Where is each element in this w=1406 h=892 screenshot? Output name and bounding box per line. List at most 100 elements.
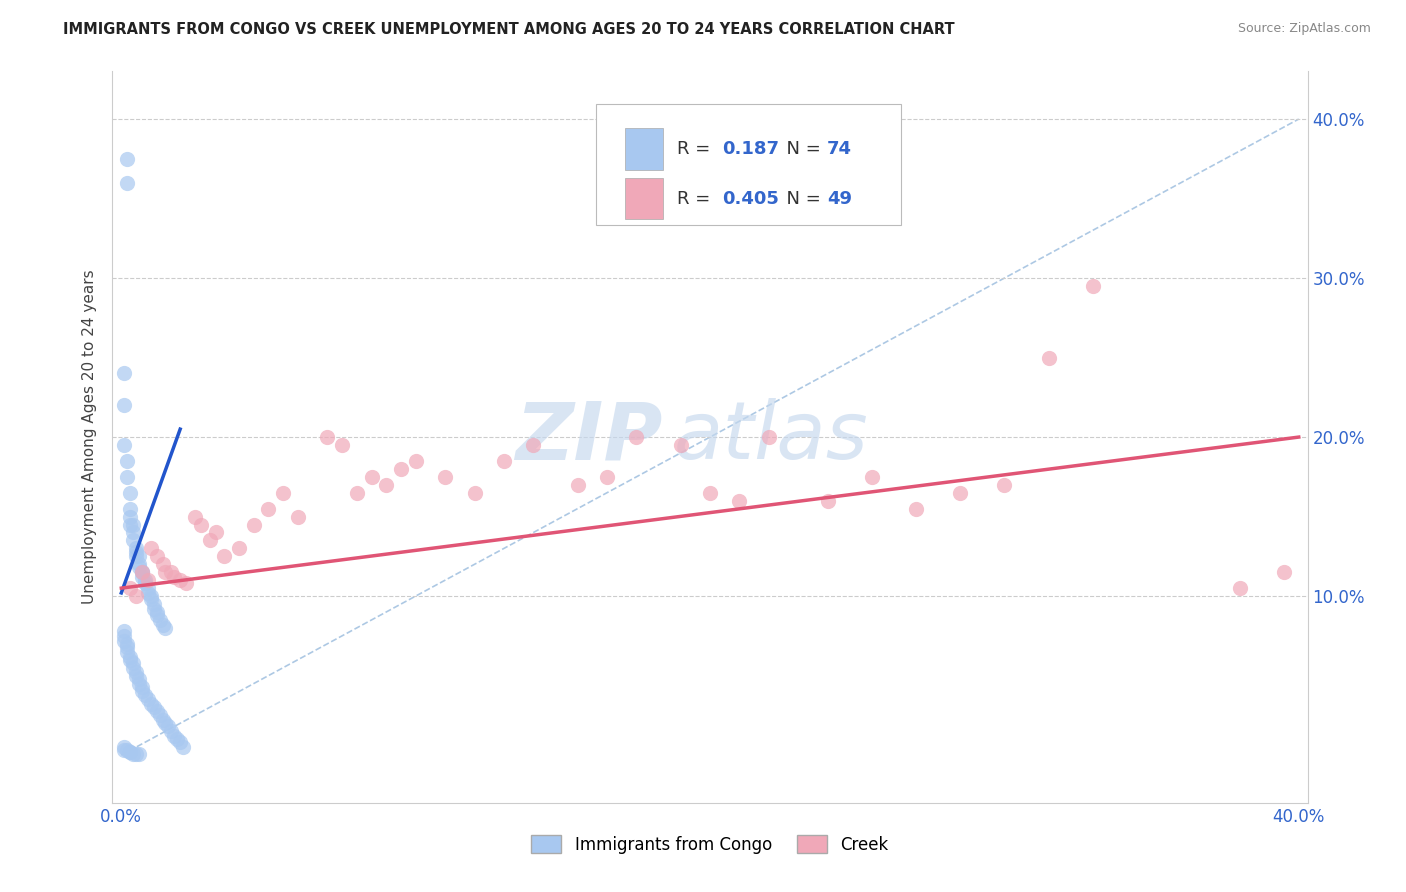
Point: [346, 485, 368, 500]
Point: [204, 525, 226, 540]
Point: [139, 592, 162, 607]
Point: [120, 745, 142, 759]
Point: [145, 605, 167, 619]
Point: [112, 629, 135, 643]
FancyBboxPatch shape: [596, 104, 901, 225]
Point: [139, 697, 162, 711]
Point: [122, 533, 145, 548]
Point: [330, 438, 353, 452]
Point: [134, 576, 156, 591]
Point: [166, 732, 188, 747]
Point: [139, 541, 162, 556]
Point: [131, 570, 153, 584]
Point: [522, 438, 544, 452]
Point: [242, 517, 264, 532]
Point: [405, 454, 427, 468]
Point: [257, 501, 280, 516]
Point: [1038, 351, 1060, 365]
Point: [134, 573, 156, 587]
Point: [142, 602, 165, 616]
Point: [148, 708, 170, 723]
Point: [115, 176, 138, 190]
Legend: Immigrants from Congo, Creek: Immigrants from Congo, Creek: [524, 829, 896, 860]
Point: [115, 645, 138, 659]
Point: [131, 680, 153, 694]
Point: [128, 672, 150, 686]
Point: [125, 541, 148, 556]
Point: [131, 566, 153, 580]
Point: [160, 566, 183, 580]
Point: [174, 576, 197, 591]
Point: [136, 692, 159, 706]
Point: [112, 398, 135, 412]
Point: [112, 740, 135, 755]
Point: [125, 668, 148, 682]
Point: [145, 549, 167, 564]
Point: [139, 589, 162, 603]
Text: R =: R =: [676, 140, 716, 158]
Point: [142, 597, 165, 611]
Point: [699, 485, 721, 500]
Point: [172, 740, 194, 755]
Point: [434, 470, 457, 484]
Point: [375, 477, 398, 491]
Text: 74: 74: [827, 140, 852, 158]
Point: [128, 549, 150, 564]
Point: [142, 700, 165, 714]
Point: [1081, 279, 1104, 293]
Point: [112, 633, 135, 648]
Text: N =: N =: [775, 140, 827, 158]
Point: [148, 613, 170, 627]
Point: [758, 430, 780, 444]
Point: [155, 621, 177, 635]
Point: [567, 477, 589, 491]
Point: [115, 640, 138, 654]
Point: [120, 517, 142, 532]
Point: [112, 367, 135, 381]
Point: [152, 558, 174, 572]
Point: [115, 743, 138, 757]
Point: [214, 549, 236, 564]
Point: [115, 152, 138, 166]
Point: [145, 704, 167, 718]
Point: [1229, 581, 1251, 595]
Point: [131, 566, 153, 580]
Point: [131, 566, 153, 580]
Point: [949, 485, 972, 500]
Point: [169, 735, 191, 749]
Point: [198, 533, 221, 548]
Point: [287, 509, 309, 524]
Point: [669, 438, 692, 452]
Point: [155, 716, 177, 731]
Point: [125, 549, 148, 564]
FancyBboxPatch shape: [626, 128, 664, 169]
Point: [112, 438, 135, 452]
Point: [120, 501, 142, 516]
Point: [190, 517, 212, 532]
Point: [112, 624, 135, 638]
Point: [152, 617, 174, 632]
Point: [122, 517, 145, 532]
Point: [905, 501, 928, 516]
Point: [115, 470, 138, 484]
Point: [389, 462, 412, 476]
Point: [136, 573, 159, 587]
Point: [122, 656, 145, 670]
Point: [122, 525, 145, 540]
Point: [596, 470, 619, 484]
Text: atlas: atlas: [675, 398, 869, 476]
Point: [184, 509, 207, 524]
Point: [115, 637, 138, 651]
Point: [360, 470, 382, 484]
Text: 0.405: 0.405: [723, 190, 779, 208]
Point: [120, 649, 142, 664]
Point: [160, 724, 183, 739]
Point: [728, 493, 751, 508]
Point: [228, 541, 250, 556]
Point: [136, 586, 159, 600]
Point: [120, 581, 142, 595]
Point: [817, 493, 839, 508]
Point: [120, 745, 142, 759]
Point: [163, 729, 186, 743]
Point: [128, 676, 150, 690]
